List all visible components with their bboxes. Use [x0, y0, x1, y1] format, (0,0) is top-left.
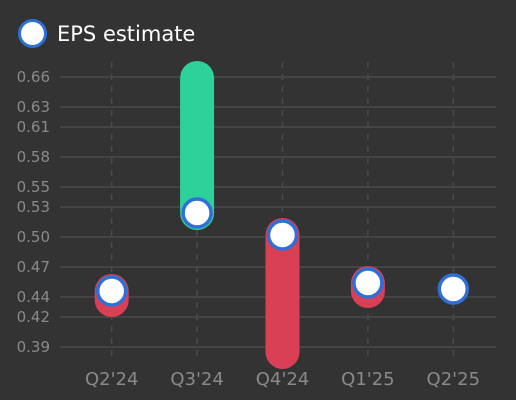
x-tick-label-2: Q4'24 [256, 369, 309, 390]
y-tick-label-1: 0.42 [17, 308, 50, 326]
y-tick-label-6: 0.55 [17, 178, 50, 196]
estimate-point-0 [95, 275, 128, 307]
legend: EPS estimate [18, 19, 195, 48]
x-tick-label-0: Q2'24 [85, 369, 138, 390]
legend-label: EPS estimate [57, 21, 196, 46]
estimate-point-2 [266, 219, 299, 251]
y-tick-label-4: 0.50 [17, 228, 50, 246]
grid-layer [60, 62, 496, 362]
x-tick-label-3: Q1'25 [341, 369, 394, 390]
surprise-bar-1 [180, 61, 215, 230]
x-tick-label-4: Q2'25 [427, 369, 480, 390]
x-tick-label-1: Q3'24 [170, 369, 223, 390]
label-layer: 0.39 0.42 0.44 0.47 0.50 0.53 0.55 0.58 0.61 0.63… [17, 68, 480, 390]
y-tick-label-7: 0.58 [17, 148, 50, 166]
y-tick-label-2: 0.44 [17, 288, 50, 306]
estimate-point-4 [437, 273, 470, 305]
y-tick-label-0: 0.39 [17, 338, 50, 356]
y-tick-label-10: 0.66 [17, 68, 50, 86]
surprise-bar-2 [265, 218, 300, 369]
y-tick-label-3: 0.47 [17, 258, 50, 276]
y-tick-label-5: 0.53 [17, 198, 50, 216]
estimate-point-1 [181, 197, 213, 229]
point-layer [95, 197, 470, 307]
y-tick-label-8: 0.61 [17, 118, 50, 136]
legend-marker-icon [18, 19, 47, 48]
estimate-point-3 [352, 267, 384, 299]
y-tick-label-9: 0.63 [17, 98, 50, 116]
